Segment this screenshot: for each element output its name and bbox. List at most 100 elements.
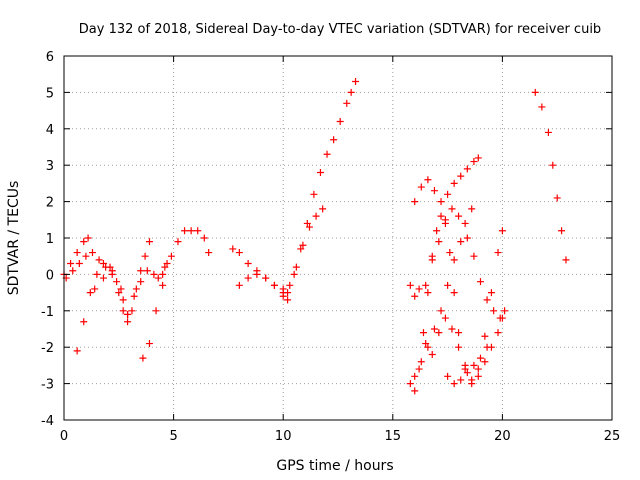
data-point: [437, 307, 445, 315]
y-tick-label: -3: [41, 378, 54, 393]
data-point: [470, 361, 478, 369]
data-point: [235, 249, 243, 257]
chart-title: Day 132 of 2018, Sidereal Day-to-day VTE…: [79, 22, 601, 37]
data-markers: [60, 77, 570, 395]
y-tick-label: -1: [41, 305, 54, 320]
data-point: [444, 190, 452, 198]
data-point: [95, 256, 103, 264]
data-point: [483, 296, 491, 304]
data-point: [343, 99, 351, 107]
data-point: [417, 358, 425, 366]
y-tick-label: 2: [46, 196, 54, 211]
data-point: [474, 365, 482, 373]
data-point: [428, 256, 436, 264]
data-point: [347, 88, 355, 96]
data-point: [450, 289, 458, 297]
data-point: [270, 281, 278, 289]
data-point: [446, 249, 454, 257]
data-point: [174, 238, 182, 246]
data-point: [441, 314, 449, 322]
data-point: [463, 165, 471, 173]
data-point: [306, 223, 314, 231]
data-point: [297, 245, 305, 253]
data-point: [279, 285, 287, 293]
data-point: [143, 267, 151, 275]
data-point: [262, 274, 270, 282]
data-point: [476, 354, 484, 362]
data-point: [487, 289, 495, 297]
data-point: [290, 270, 298, 278]
data-point: [490, 307, 498, 315]
data-point: [73, 249, 81, 257]
data-point: [415, 285, 423, 293]
data-point: [117, 285, 125, 293]
data-point: [483, 343, 491, 351]
data-point: [141, 252, 149, 260]
y-tick-label: 0: [46, 268, 54, 283]
data-point: [435, 238, 443, 246]
data-point: [481, 332, 489, 340]
data-point: [69, 267, 77, 275]
data-point: [115, 289, 123, 297]
data-point: [422, 281, 430, 289]
data-point: [411, 372, 419, 380]
x-tick-label: 5: [169, 429, 177, 444]
data-point: [538, 103, 546, 111]
data-point: [336, 118, 344, 126]
data-point: [124, 318, 132, 326]
data-point: [433, 227, 441, 235]
data-point: [544, 128, 552, 136]
x-tick-label: 20: [494, 429, 511, 444]
data-point: [494, 329, 502, 337]
data-point: [99, 259, 107, 267]
data-point: [450, 179, 458, 187]
data-point: [455, 343, 463, 351]
data-point: [244, 274, 252, 282]
data-point: [82, 252, 90, 260]
data-point: [470, 252, 478, 260]
data-point: [200, 234, 208, 242]
data-point: [284, 289, 292, 297]
data-point: [422, 340, 430, 348]
data-point: [457, 238, 465, 246]
series-arc-8: [235, 270, 287, 293]
data-point: [424, 289, 432, 297]
data-point: [159, 281, 167, 289]
y-axis-label: SDTVAR / TECUs: [6, 181, 22, 296]
data-point: [108, 267, 116, 275]
data-point: [450, 380, 458, 388]
series-arc-3: [73, 259, 132, 355]
data-point: [411, 198, 419, 206]
data-point: [229, 245, 237, 253]
y-tick-label: 3: [46, 159, 54, 174]
data-point: [323, 150, 331, 158]
data-point: [501, 307, 509, 315]
data-point: [461, 365, 469, 373]
data-point: [562, 256, 570, 264]
data-point: [113, 278, 121, 286]
data-point: [312, 212, 320, 220]
data-point: [498, 314, 506, 322]
data-point: [205, 249, 213, 257]
data-point: [119, 307, 127, 315]
grid-lines: [64, 56, 612, 420]
series-arc-18: [531, 88, 570, 264]
data-point: [424, 343, 432, 351]
data-point: [494, 249, 502, 257]
y-tick-label: 5: [46, 86, 54, 101]
x-axis-label: GPS time / hours: [276, 458, 393, 474]
data-point: [481, 358, 489, 366]
y-tick-label: -4: [41, 414, 54, 429]
data-point: [154, 274, 162, 282]
data-point: [330, 136, 338, 144]
y-tick-label: 6: [46, 50, 54, 65]
data-point: [411, 387, 419, 395]
x-tick-label: 10: [275, 429, 292, 444]
data-point: [187, 227, 195, 235]
data-point: [128, 307, 136, 315]
x-tick-label: 25: [604, 429, 621, 444]
data-point: [299, 241, 307, 249]
data-point: [476, 278, 484, 286]
data-point: [132, 285, 140, 293]
series-arc-2: [62, 238, 153, 326]
